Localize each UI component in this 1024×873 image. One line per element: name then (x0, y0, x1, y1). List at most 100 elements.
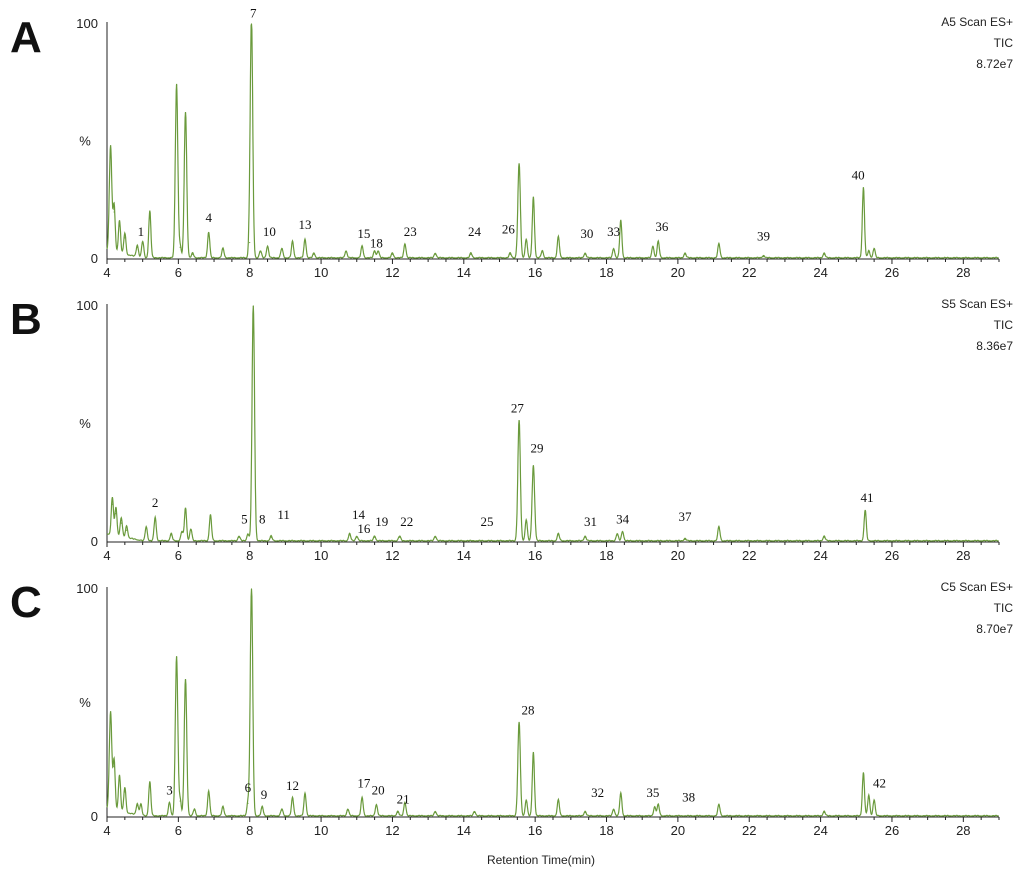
x-tick-label-b: 10 (314, 548, 328, 563)
peak-label-a: 15 (357, 226, 370, 241)
peak-point-a (361, 246, 363, 248)
peak-label-a: 24 (468, 224, 482, 239)
peak-point-c (657, 805, 659, 807)
peak-point-c (140, 805, 142, 807)
peak-point-b (111, 503, 113, 505)
peak-point-c (718, 805, 720, 807)
peak-point-b (126, 529, 128, 531)
panel-letter-a: A (10, 13, 42, 62)
peak-point-a (823, 253, 825, 255)
tic-trace-a (106, 23, 999, 259)
y-tick-label-a: 0 (91, 251, 98, 266)
peak-label-c: 35 (646, 785, 659, 800)
peak-label-c: 38 (682, 789, 695, 804)
peak-point-c (149, 782, 151, 784)
peak-point-a (613, 249, 615, 251)
peak-point-b (120, 522, 122, 524)
peak-point-a (532, 197, 534, 199)
peak-point-c (620, 793, 622, 795)
x-tick-label-b: 12 (385, 548, 399, 563)
x-tick-label-c: 24 (813, 823, 827, 838)
peak-point-b (518, 421, 520, 423)
peak-point-b (684, 539, 686, 541)
peak-point-c (184, 679, 187, 681)
peak-label-a: 33 (607, 224, 620, 239)
peak-point-a (175, 84, 178, 86)
x-tick-label-b: 18 (599, 548, 613, 563)
peak-point-b (238, 536, 240, 538)
peak-point-c (281, 809, 283, 811)
peak-point-b (356, 536, 358, 538)
peak-point-c (473, 811, 476, 814)
peak-point-a (184, 112, 187, 114)
peak-label-b: 25 (480, 514, 493, 529)
peak-label-c: 17 (357, 776, 371, 791)
x-tick-label-c: 18 (599, 823, 613, 838)
y-axis-label-c: % (79, 695, 91, 710)
peak-point-c (247, 802, 249, 804)
peak-point-b (154, 517, 156, 520)
peak-label-a: 30 (580, 226, 593, 241)
peak-point-c (118, 779, 121, 782)
peak-label-c: 3 (166, 782, 173, 797)
peak-label-c: 32 (591, 785, 604, 800)
peak-label-b: 2 (152, 495, 159, 510)
peak-point-a (142, 241, 144, 244)
y-tick-label-c: 100 (76, 581, 98, 596)
peak-point-c (361, 798, 363, 800)
peak-point-a (192, 253, 194, 255)
peak-point-c (136, 805, 138, 807)
peak-point-c (304, 793, 306, 795)
scan-info-a: 8.72e7 (976, 57, 1013, 71)
peak-point-a (345, 251, 347, 253)
peak-point-a (557, 237, 559, 239)
x-tick-label-c: 26 (885, 823, 899, 838)
peak-point-a (525, 239, 527, 241)
peak-point-c (250, 588, 253, 590)
x-tick-label-b: 4 (103, 548, 110, 563)
y-axis-label-a: % (79, 134, 91, 149)
x-tick-label-c: 28 (956, 823, 970, 838)
x-tick-label-a: 20 (671, 265, 685, 280)
x-tick-label-a: 18 (599, 265, 613, 280)
y-tick-label-a: 100 (76, 16, 98, 31)
x-tick-label-a: 6 (175, 265, 182, 280)
peak-point-a (291, 241, 294, 244)
x-tick-label-b: 14 (457, 548, 471, 563)
peak-point-a (259, 251, 262, 253)
peak-point-a (434, 253, 436, 255)
peak-label-b: 19 (375, 514, 388, 529)
peak-point-a (250, 23, 253, 25)
peak-point-c (397, 811, 399, 814)
peak-point-b (190, 529, 192, 531)
y-axis-label-b: % (79, 416, 91, 431)
peak-label-b: 41 (860, 490, 873, 505)
peak-label-a: 18 (370, 236, 383, 251)
peak-point-a (377, 251, 379, 253)
peak-label-b: 8 (259, 511, 266, 526)
peak-point-b (252, 305, 254, 307)
x-tick-label-b: 20 (671, 548, 685, 563)
peak-point-a (541, 251, 543, 253)
peak-point-b (398, 536, 401, 538)
peak-point-a (684, 253, 686, 255)
x-tick-label-a: 12 (385, 265, 399, 280)
peak-point-b (621, 531, 624, 534)
peak-label-b: 34 (616, 511, 630, 526)
peak-point-b (434, 536, 436, 538)
peak-point-c (193, 809, 196, 811)
peak-point-b (270, 536, 272, 538)
peak-point-a (374, 251, 376, 253)
x-tick-label-a: 24 (813, 265, 827, 280)
peak-point-b (145, 527, 147, 529)
peak-label-a: 1 (138, 224, 145, 239)
peak-label-b: 16 (357, 521, 371, 536)
peak-point-a (304, 239, 306, 241)
peak-label-a: 4 (205, 210, 212, 225)
x-tick-label-a: 22 (742, 265, 756, 280)
peak-point-a (222, 249, 224, 251)
x-tick-label-c: 22 (742, 823, 756, 838)
peak-point-c (124, 791, 126, 793)
panel-letter-b: B (10, 295, 42, 344)
